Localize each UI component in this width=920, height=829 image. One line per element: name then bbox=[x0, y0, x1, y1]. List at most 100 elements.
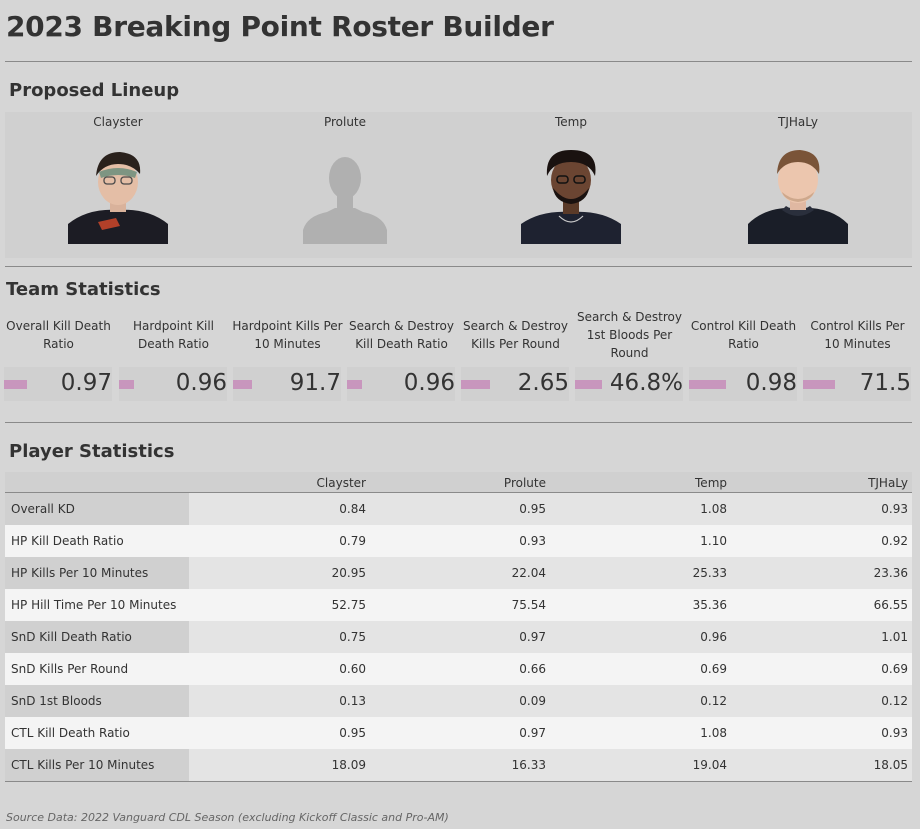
column-header-temp[interactable]: Temp bbox=[695, 476, 727, 490]
divider bbox=[5, 422, 912, 423]
table-cell: 0.12 bbox=[881, 694, 908, 708]
kpi-value: 0.97 bbox=[60, 370, 112, 396]
table-cell: 23.36 bbox=[873, 566, 908, 580]
column-header-prolute[interactable]: Prolute bbox=[503, 476, 546, 490]
lineup-panel: Clayster Prolute bbox=[5, 112, 912, 258]
kpi-label: Search & Destroy Kill Death Ratio bbox=[349, 319, 454, 351]
table-row[interactable]: Overall KD 0.84 0.95 1.08 0.93 bbox=[5, 493, 912, 525]
table-cell: 20.95 bbox=[331, 566, 366, 580]
kpi-value: 46.8% bbox=[609, 370, 683, 396]
player-card-temp[interactable]: Temp bbox=[458, 112, 684, 258]
player-name: Temp bbox=[555, 115, 587, 129]
player-stats-table: Clayster Prolute Temp TJHaLy Overall KD 0… bbox=[5, 472, 912, 782]
kpi-label: Hardpoint Kills Per 10 Minutes bbox=[232, 319, 343, 351]
kpi-hardpoint-kd: Hardpoint Kill Death Ratio 0.96 bbox=[117, 305, 230, 405]
silhouette-placeholder-icon bbox=[295, 144, 395, 244]
table-cell: 0.92 bbox=[881, 534, 908, 548]
row-label: SnD Kill Death Ratio bbox=[5, 621, 189, 653]
table-row[interactable]: HP Kills Per 10 Minutes 20.95 22.04 25.33 23… bbox=[5, 557, 912, 589]
table-row[interactable]: CTL Kills Per 10 Minutes 18.09 16.33 19.04 1… bbox=[5, 749, 912, 781]
table-cell: 1.10 bbox=[700, 534, 727, 548]
page-title: 2023 Breaking Point Roster Builder bbox=[6, 10, 554, 43]
table-cell: 0.69 bbox=[700, 662, 727, 676]
player-card-clayster[interactable]: Clayster bbox=[5, 112, 231, 258]
kpi-bar bbox=[347, 380, 362, 389]
table-row[interactable]: HP Kill Death Ratio 0.79 0.93 1.10 0.92 bbox=[5, 525, 912, 557]
table-cell: 18.05 bbox=[873, 758, 908, 772]
table-row[interactable]: SnD Kill Death Ratio 0.75 0.97 0.96 1.01 bbox=[5, 621, 912, 653]
column-header-tjhaly[interactable]: TJHaLy bbox=[868, 476, 908, 490]
kpi-bar bbox=[803, 380, 835, 389]
source-note: Source Data: 2022 Vanguard CDL Season (e… bbox=[6, 811, 449, 824]
table-cell: 0.75 bbox=[339, 630, 366, 644]
table-cell: 0.93 bbox=[881, 502, 908, 516]
kpi-value: 0.96 bbox=[403, 370, 455, 396]
kpi-label: Search & Destroy Kills Per Round bbox=[463, 319, 568, 351]
divider bbox=[5, 266, 912, 267]
kpi-bar bbox=[233, 380, 252, 389]
player-name: TJHaLy bbox=[778, 115, 818, 129]
player-photo bbox=[748, 144, 848, 244]
column-header-clayster[interactable]: Clayster bbox=[316, 476, 366, 490]
kpi-bar bbox=[4, 380, 27, 389]
table-cell: 0.97 bbox=[519, 726, 546, 740]
player-photo bbox=[68, 144, 168, 244]
kpi-value: 71.5 bbox=[859, 370, 911, 396]
table-cell: 0.93 bbox=[881, 726, 908, 740]
table-cell: 0.95 bbox=[339, 726, 366, 740]
table-cell: 0.13 bbox=[339, 694, 366, 708]
player-stats-heading: Player Statistics bbox=[9, 441, 175, 462]
row-label: CTL Kills Per 10 Minutes bbox=[5, 749, 189, 781]
player-photo bbox=[521, 144, 621, 244]
table-row[interactable]: SnD 1st Bloods 0.13 0.09 0.12 0.12 bbox=[5, 685, 912, 717]
table-cell: 0.96 bbox=[700, 630, 727, 644]
table-cell: 0.84 bbox=[339, 502, 366, 516]
kpi-bar bbox=[575, 380, 602, 389]
kpi-snd-kills: Search & Destroy Kills Per Round 2.65 bbox=[459, 305, 572, 405]
kpi-snd-kd: Search & Destroy Kill Death Ratio 0.96 bbox=[345, 305, 458, 405]
table-row[interactable]: SnD Kills Per Round 0.60 0.66 0.69 0.69 bbox=[5, 653, 912, 685]
row-label: Overall KD bbox=[5, 493, 189, 525]
kpi-label: Overall Kill Death Ratio bbox=[6, 319, 111, 351]
kpi-label: Search & Destroy 1st Bloods Per Round bbox=[577, 310, 682, 360]
kpi-label: Control Kill Death Ratio bbox=[690, 319, 797, 351]
table-cell: 0.69 bbox=[881, 662, 908, 676]
table-row[interactable]: HP Hill Time Per 10 Minutes 52.75 75.54 35.… bbox=[5, 589, 912, 621]
table-cell: 75.54 bbox=[511, 598, 546, 612]
table-cell: 66.55 bbox=[873, 598, 908, 612]
player-name: Prolute bbox=[323, 115, 367, 129]
kpi-control-kills: Control Kills Per 10 Minutes 71.5 bbox=[801, 305, 914, 405]
kpi-label: Hardpoint Kill Death Ratio bbox=[132, 319, 214, 351]
kpi-value: 91.7 bbox=[289, 370, 341, 396]
row-label: CTL Kill Death Ratio bbox=[5, 717, 189, 749]
table-cell: 0.95 bbox=[519, 502, 546, 516]
player-card-prolute[interactable]: Prolute bbox=[232, 112, 458, 258]
row-label: HP Kill Death Ratio bbox=[5, 525, 189, 557]
row-label: HP Hill Time Per 10 Minutes bbox=[5, 589, 189, 621]
kpi-label: Control Kills Per 10 Minutes bbox=[810, 319, 905, 351]
table-cell: 25.33 bbox=[692, 566, 727, 580]
lineup-heading: Proposed Lineup bbox=[9, 80, 180, 101]
table-cell: 0.09 bbox=[519, 694, 546, 708]
table-cell: 0.79 bbox=[339, 534, 366, 548]
table-cell: 16.33 bbox=[511, 758, 546, 772]
row-label: SnD 1st Bloods bbox=[5, 685, 189, 717]
table-row[interactable]: CTL Kill Death Ratio 0.95 0.97 1.08 0.93 bbox=[5, 717, 912, 749]
team-stats-heading: Team Statistics bbox=[6, 279, 161, 300]
kpi-overall-kd: Overall Kill Death Ratio 0.97 bbox=[2, 305, 115, 405]
table-cell: 0.66 bbox=[519, 662, 546, 676]
row-label: HP Kills Per 10 Minutes bbox=[5, 557, 189, 589]
table-cell: 1.08 bbox=[700, 502, 727, 516]
kpi-bar bbox=[689, 380, 726, 389]
kpi-value: 0.96 bbox=[175, 370, 227, 396]
row-label: SnD Kills Per Round bbox=[5, 653, 189, 685]
kpi-control-kd: Control Kill Death Ratio 0.98 bbox=[687, 305, 800, 405]
table-cell: 0.93 bbox=[519, 534, 546, 548]
kpi-bar bbox=[461, 380, 490, 389]
table-bottom-rule bbox=[5, 781, 912, 782]
table-header: Clayster Prolute Temp TJHaLy bbox=[5, 472, 912, 493]
player-card-tjhaly[interactable]: TJHaLy bbox=[685, 112, 911, 258]
table-cell: 18.09 bbox=[331, 758, 366, 772]
kpi-value: 2.65 bbox=[517, 370, 569, 396]
divider bbox=[5, 61, 912, 62]
